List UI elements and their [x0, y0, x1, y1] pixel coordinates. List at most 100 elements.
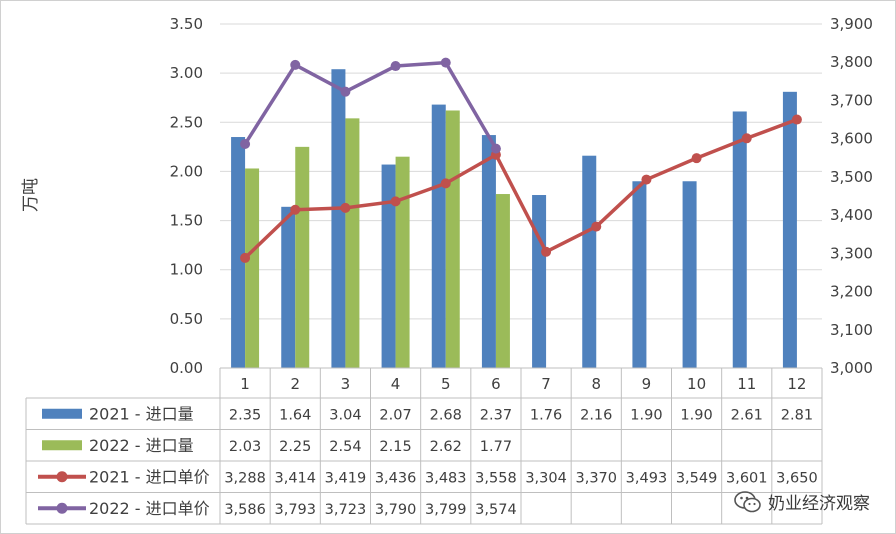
y2-tick-label: 3,300: [830, 244, 873, 262]
bar: [582, 155, 597, 368]
wechat-icon: [734, 490, 761, 512]
x-tick-label: 1: [240, 375, 250, 393]
x-tick-label: 3: [341, 375, 351, 393]
table-cell: 3,549: [676, 470, 718, 486]
bar: [782, 91, 797, 369]
x-tick-label: 9: [642, 375, 652, 393]
y-tick-label: 1.00: [170, 261, 203, 279]
x-tick-label: 2: [290, 375, 300, 393]
table-cell: 3,370: [575, 470, 617, 486]
table-cell: 2.54: [329, 439, 361, 455]
data-point: [390, 61, 401, 72]
data-point: [290, 204, 301, 215]
y-tick-label: 0.50: [170, 310, 203, 328]
y-tick-label: 3.50: [170, 15, 203, 33]
table-cell: 3.04: [329, 407, 361, 423]
table-cell: 1.64: [279, 407, 311, 423]
table-cell: 3,793: [274, 502, 316, 518]
legend-marker: [56, 502, 68, 514]
bar: [431, 104, 446, 368]
data-point: [390, 196, 401, 207]
y2-tick-label: 3,500: [830, 168, 873, 186]
y2-tick-label: 3,700: [830, 91, 873, 109]
y2-tick-label: 3,800: [830, 53, 873, 71]
bar: [331, 69, 346, 368]
table-cell: 2.62: [430, 439, 462, 455]
x-tick-label: 5: [441, 375, 451, 393]
table-cell: 3,304: [525, 470, 567, 486]
y-tick-label: 2.00: [170, 162, 203, 180]
data-point: [591, 221, 602, 232]
table-cell: 3,288: [224, 470, 266, 486]
legend-marker: [56, 471, 68, 483]
table-cell: 1.77: [480, 439, 512, 455]
y-tick-label: 3.00: [170, 64, 203, 82]
bar: [395, 156, 410, 368]
watermark: 奶业经济观察: [734, 489, 870, 514]
y2-tick-label: 3,200: [830, 283, 873, 301]
bar: [245, 168, 260, 368]
data-point: [240, 139, 251, 150]
table-cell: 3,799: [425, 502, 467, 518]
table-cell: 2.61: [731, 407, 763, 423]
y2-tick-label: 3,900: [830, 15, 873, 33]
legend-label: 2021 - 进口单价: [89, 467, 210, 486]
y-tick-label: 0.00: [170, 359, 203, 377]
bar: [532, 195, 547, 368]
legend-label: 2021 - 进口量: [89, 404, 194, 423]
table-cell: 2.03: [229, 439, 261, 455]
bar: [445, 110, 460, 369]
y2-tick-label: 3,600: [830, 130, 873, 148]
data-point: [741, 133, 752, 144]
table-cell: 3,436: [375, 470, 417, 486]
x-tick-label: 4: [391, 375, 401, 393]
y-axis-label: 万吨: [21, 178, 41, 212]
bar: [481, 135, 496, 368]
table-cell: 3,601: [726, 470, 768, 486]
bar: [495, 194, 510, 368]
data-point: [641, 174, 652, 185]
data-point: [290, 59, 301, 70]
table-cell: 3,586: [224, 502, 266, 518]
x-tick-label: 11: [737, 375, 756, 393]
y2-tick-label: 3,400: [830, 206, 873, 224]
table-cell: 1.90: [630, 407, 662, 423]
data-point: [791, 114, 802, 125]
y-tick-label: 2.50: [170, 113, 203, 131]
table-cell: 3,650: [776, 470, 818, 486]
bar: [682, 181, 697, 368]
table-cell: 3,414: [274, 470, 316, 486]
table-cell: 3,574: [475, 502, 517, 518]
table-cell: 2.16: [580, 407, 612, 423]
data-point: [340, 86, 351, 97]
bar: [295, 146, 310, 368]
table-cell: 3,483: [425, 470, 467, 486]
series-line: [243, 117, 798, 260]
legend-swatch: [42, 440, 82, 451]
table-cell: 2.68: [430, 407, 462, 423]
table-cell: 3,790: [375, 502, 417, 518]
bar: [281, 206, 296, 368]
x-tick-label: 10: [687, 375, 706, 393]
data-point: [240, 252, 251, 263]
table-cell: 1.90: [680, 407, 712, 423]
series-line: [243, 60, 498, 150]
table-cell: 2.37: [480, 407, 512, 423]
table-cell: 3,723: [325, 502, 367, 518]
bar: [231, 137, 246, 368]
table-cell: 1.76: [530, 407, 562, 423]
data-point: [440, 57, 451, 68]
table-cell: 2.07: [379, 407, 411, 423]
legend-label: 2022 - 进口单价: [89, 499, 210, 518]
data-point: [541, 246, 552, 257]
legend-label: 2022 - 进口量: [89, 436, 194, 455]
y2-tick-label: 3,000: [830, 359, 873, 377]
y2-tick-label: 3,100: [830, 321, 873, 339]
data-point: [440, 178, 451, 189]
legend-swatch: [42, 408, 82, 419]
bar: [345, 118, 360, 369]
table-cell: 2.81: [781, 407, 813, 423]
table-cell: 2.15: [379, 439, 411, 455]
x-tick-label: 8: [591, 375, 601, 393]
data-point: [691, 153, 702, 164]
